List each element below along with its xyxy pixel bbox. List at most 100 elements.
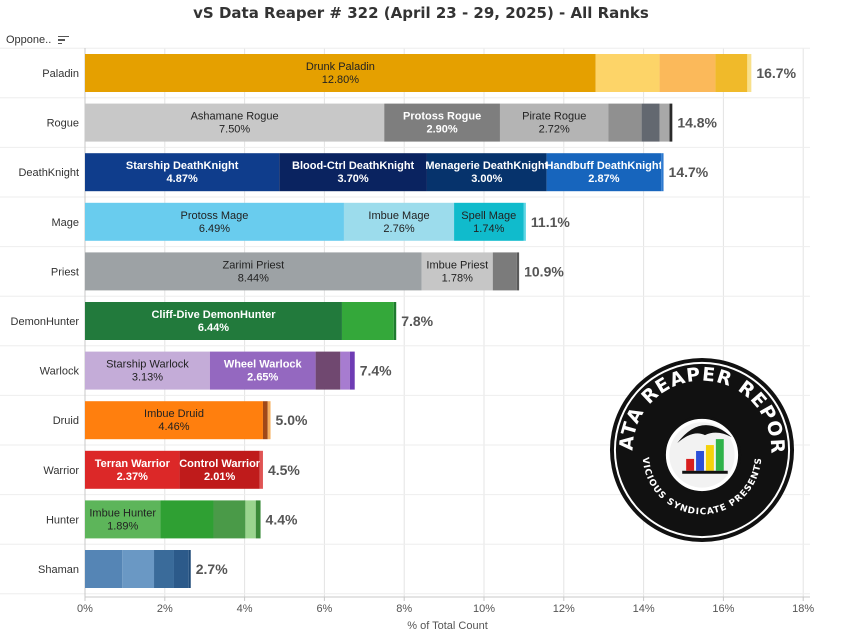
x-tick-label: 16% [712,603,734,615]
total-label: 5.0% [276,412,308,428]
bar-segment [267,401,271,440]
bar-segment [85,450,180,489]
bar-segment [85,252,422,291]
row-header: Oppone.. [6,34,70,46]
category-label: Paladin [42,68,79,80]
bar-segment [122,550,155,588]
bar-segment [715,54,748,92]
segment-label: Wheel Warlock [224,359,303,371]
segment-label: Starship Warlock [106,359,189,371]
bar-segment [747,54,752,92]
total-label: 4.5% [268,462,300,478]
segment-value: 2.65% [247,372,278,384]
category-label: Priest [51,266,79,278]
row-header-label: Oppone.. [6,34,52,47]
segment-value: 2.37% [117,471,148,483]
segment-value: 3.70% [338,173,369,185]
bar-segment [499,103,609,142]
category-label: Hunter [46,514,79,526]
bar-segment [661,153,664,192]
segment-label: Zarimi Priest [223,259,285,271]
bar-segment [85,202,344,241]
total-label: 16.7% [756,65,796,81]
total-label: 4.4% [266,511,298,527]
segment-label: Menagerie DeathKnight [425,160,548,172]
segment-value: 2.01% [204,471,235,483]
segment-label: Terran Warrior [95,458,171,470]
bar-segment [546,153,662,192]
bar-segment [160,500,214,539]
bar-segment [384,103,500,142]
bar-segment [188,550,191,588]
category-label: DeathKnight [18,167,79,179]
segment-value: 4.46% [158,421,189,433]
bar-segment [669,103,673,142]
x-axis-label: % of Total Count [407,620,488,632]
category-label: Warrior [43,465,79,477]
bar-segment [523,202,526,241]
x-tick-label: 2% [157,603,173,615]
bar-segment [173,550,189,588]
segment-label: Imbue Hunter [89,507,156,519]
total-label: 14.7% [669,164,709,180]
bar-segment [659,54,716,92]
total-label: 7.8% [401,313,433,329]
category-label: Mage [51,217,79,229]
segment-value: 2.87% [588,173,619,185]
segment-label: Control Warrior [179,458,261,470]
segment-value: 1.89% [107,520,138,532]
bar-segment [85,401,263,440]
bar-segment [341,302,394,340]
bar-segment [85,550,123,588]
bar-segment [262,401,268,440]
category-label: DemonHunter [11,316,80,328]
bar-segment [608,103,642,142]
sort-icon[interactable] [58,35,70,45]
total-label: 2.7% [196,561,228,577]
bar-segment [516,252,520,291]
segment-value: 4.87% [167,173,198,185]
bar-segment [85,54,596,92]
bar-segment [85,103,385,142]
segment-label: Blood-Ctrl DeathKnight [292,160,415,172]
data-reaper-logo: DATA REAPER REPORT VICIOUS SYNDICATE PRE… [608,356,795,543]
segment-label: Protoss Mage [181,210,249,222]
bar-segment [343,202,455,241]
category-label: Druid [53,415,79,427]
segment-label: Spell Mage [461,210,516,222]
bar-segment [659,103,670,142]
segment-value: 12.80% [322,74,360,86]
x-tick-label: 0% [77,603,93,615]
bar-segment [85,153,280,192]
segment-value: 1.78% [442,272,473,284]
x-tick-label: 8% [396,603,412,615]
x-tick-label: 6% [316,603,332,615]
segment-value: 8.44% [238,272,269,284]
segment-value: 7.50% [219,124,250,136]
segment-label: Imbue Mage [368,210,429,222]
bar-segment [340,351,350,390]
bar-segment [259,450,263,489]
chart-title: vS Data Reaper # 322 (April 23 - 29, 202… [193,4,649,22]
segment-value: 2.72% [539,124,570,136]
category-label: Shaman [38,564,79,576]
bar-segment [85,351,210,390]
bar-segment [421,252,493,291]
bar-segment [255,500,261,539]
x-tick-label: 12% [553,603,575,615]
x-tick-label: 10% [473,603,495,615]
bar-segment [641,103,660,142]
segment-value: 6.49% [199,223,230,235]
segment-label: Imbue Priest [426,259,488,271]
bar-segment [209,351,316,390]
segment-value: 2.76% [383,223,414,235]
segment-label: Pirate Rogue [522,111,586,123]
bar-segment [492,252,517,291]
segment-value: 1.74% [473,223,504,235]
segment-label: Imbue Druid [144,408,204,420]
total-label: 11.1% [531,214,570,230]
x-tick-label: 4% [237,603,253,615]
bar-segment [595,54,660,92]
bar-segment [213,500,246,539]
